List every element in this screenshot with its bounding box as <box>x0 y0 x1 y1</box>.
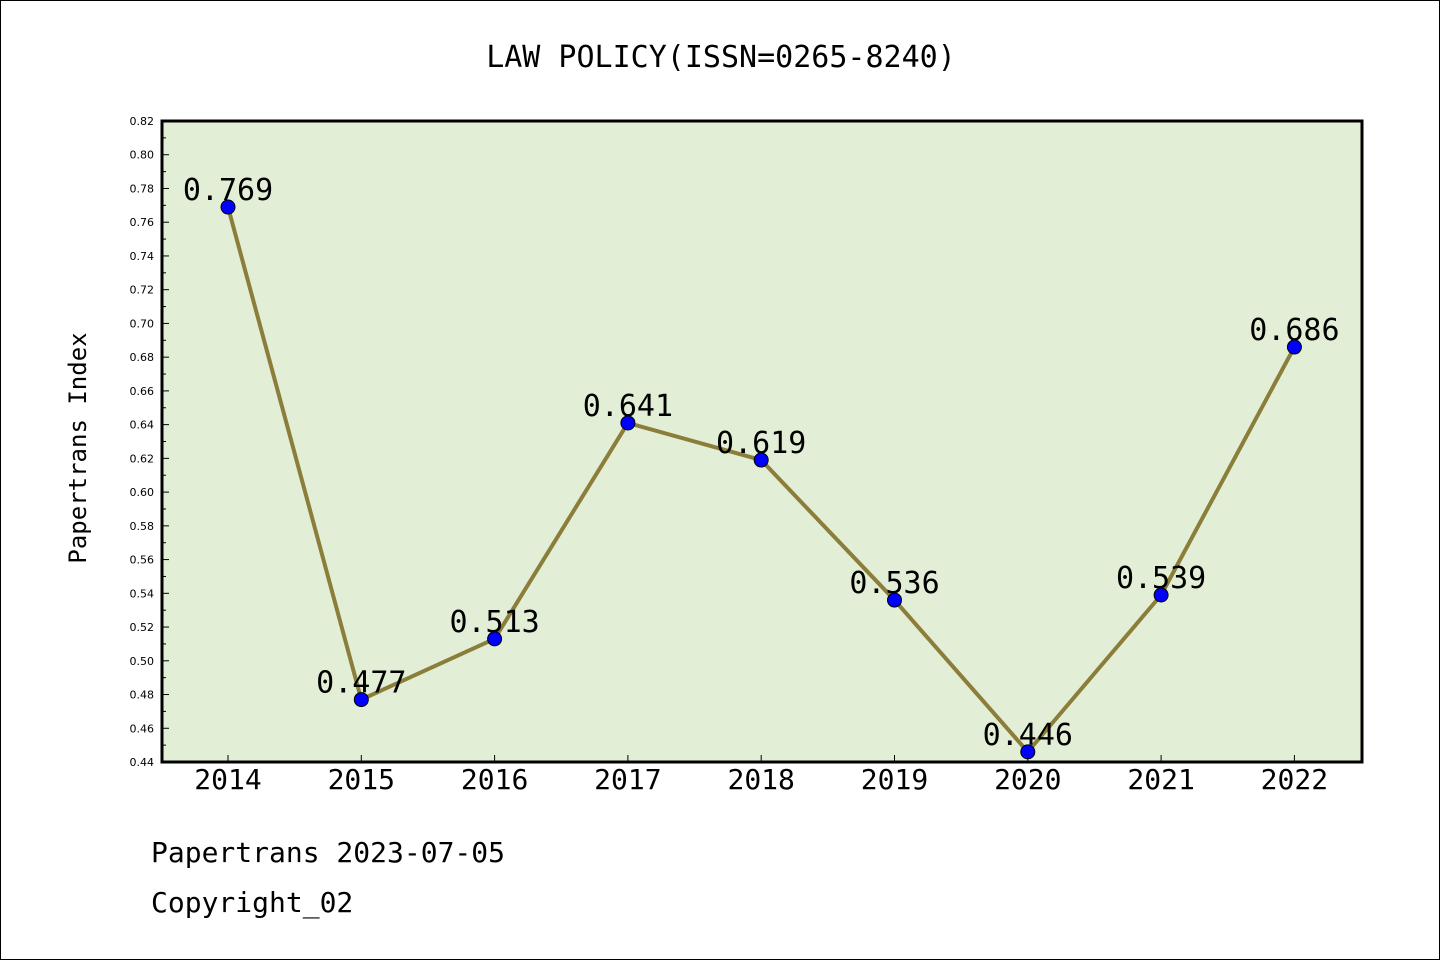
y-tick-label: 0.78 <box>130 182 155 195</box>
data-label: 0.769 <box>183 173 273 208</box>
y-tick-label: 0.74 <box>130 250 155 263</box>
x-tick-label: 2014 <box>194 763 261 796</box>
y-tick-label: 0.52 <box>130 621 155 634</box>
data-point <box>1286 339 1302 355</box>
y-tick-label: 0.62 <box>130 452 155 465</box>
data-label: 0.619 <box>716 426 806 461</box>
y-tick-label: 0.60 <box>130 486 155 499</box>
x-axis-ticks: 2014 2015 2016 2017 2018 2019 2020 2021 2022 <box>194 755 1328 796</box>
x-tick-label: 2021 <box>1127 763 1194 796</box>
y-tick-label: 0.80 <box>130 149 155 162</box>
x-tick-label: 2018 <box>727 763 794 796</box>
data-label: 0.513 <box>449 605 539 640</box>
data-labels: 0.769 0.477 0.513 0.641 0.619 0.536 0.446 0.539… <box>183 173 1340 753</box>
series-papertrans-index <box>220 199 1302 760</box>
y-tick-label: 0.46 <box>130 722 155 735</box>
x-tick-label: 2017 <box>594 763 661 796</box>
data-label: 0.686 <box>1249 313 1339 348</box>
y-tick-label: 0.66 <box>130 385 155 398</box>
chart-title: LAW POLICY(ISSN=0265-8240) <box>486 40 956 75</box>
data-label: 0.477 <box>316 666 406 701</box>
plot-area <box>160 119 1364 764</box>
x-tick-label: 2020 <box>994 763 1061 796</box>
y-tick-label: 0.48 <box>130 689 155 702</box>
y-tick-label: 0.56 <box>130 554 155 567</box>
data-label: 0.536 <box>849 566 939 601</box>
data-point <box>353 692 369 708</box>
y-axis-ticks: 0.44 0.46 0.48 0.50 0.52 0.54 0.56 0.58 0.60 0.62… <box>130 115 169 769</box>
data-point <box>753 452 769 468</box>
data-point <box>1020 744 1036 760</box>
y-tick-label: 0.72 <box>130 284 155 297</box>
data-point <box>1153 587 1169 603</box>
y-tick-label: 0.76 <box>130 216 155 229</box>
x-tick-label: 2016 <box>461 763 528 796</box>
data-label: 0.446 <box>983 718 1073 753</box>
data-point <box>620 415 636 431</box>
x-tick-label: 2022 <box>1261 763 1328 796</box>
y-tick-label: 0.58 <box>130 520 155 533</box>
data-label: 0.539 <box>1116 561 1206 596</box>
y-axis-label: Papertrans Index <box>64 332 92 563</box>
y-tick-label: 0.44 <box>130 756 155 769</box>
y-tick-label: 0.70 <box>130 317 155 330</box>
x-tick-label: 2019 <box>861 763 928 796</box>
x-tick-label: 2015 <box>328 763 395 796</box>
y-tick-label: 0.82 <box>130 115 155 128</box>
data-label: 0.641 <box>583 389 673 424</box>
data-point <box>220 199 236 215</box>
data-point <box>887 592 902 608</box>
footer-copyright: Copyright_02 <box>151 886 354 919</box>
y-tick-label: 0.68 <box>130 351 155 364</box>
y-tick-label: 0.50 <box>130 655 155 668</box>
y-tick-label: 0.54 <box>130 587 155 600</box>
footer-date: Papertrans 2023-07-05 <box>151 836 506 869</box>
y-tick-label: 0.64 <box>130 419 155 432</box>
data-point <box>487 631 503 647</box>
